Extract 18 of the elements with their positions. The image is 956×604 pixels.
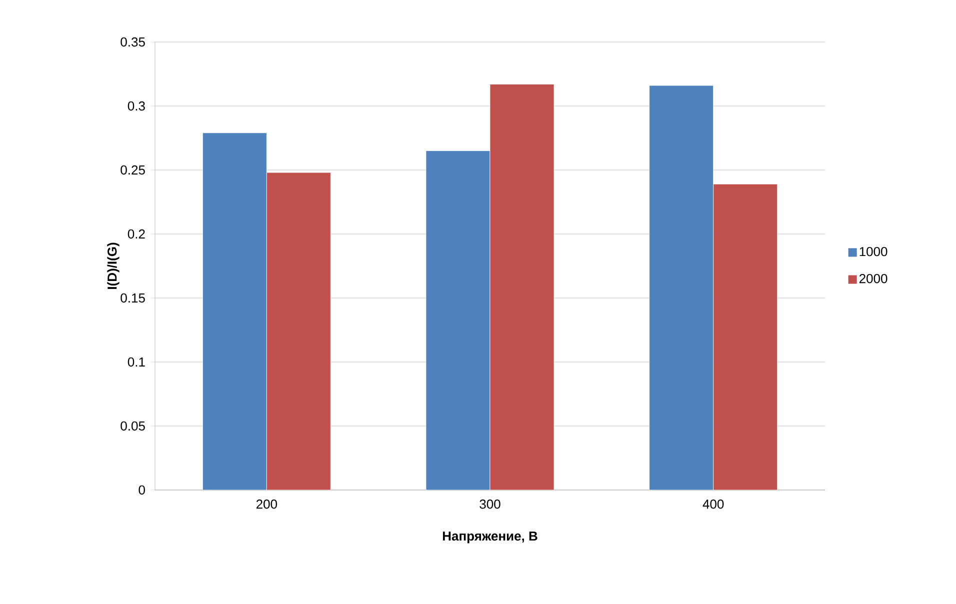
y-tick-label: 0.35 xyxy=(120,37,145,47)
y-tick-label: 0.15 xyxy=(120,293,145,303)
y-tick-label: 0.1 xyxy=(128,357,145,367)
legend-label: 1000 xyxy=(860,246,888,256)
y-tick-label: 0 xyxy=(138,485,145,495)
y-tick-label: 0.2 xyxy=(128,229,145,239)
x-axis-title: Напряжение, В xyxy=(442,532,538,544)
x-tick-label: 200 xyxy=(256,500,278,509)
legend-label: 2000 xyxy=(859,274,888,284)
x-tick-label: 300 xyxy=(480,500,500,509)
y-axis-title: I(D)/I(G) xyxy=(107,242,120,289)
bar xyxy=(649,85,714,490)
y-tick-label: 0.25 xyxy=(120,165,145,175)
x-tick-label: 400 xyxy=(702,500,724,509)
y-tick-label: 0.05 xyxy=(120,421,145,431)
bar xyxy=(426,150,490,490)
bar xyxy=(202,132,267,490)
y-tick-label: 0.3 xyxy=(128,101,145,111)
